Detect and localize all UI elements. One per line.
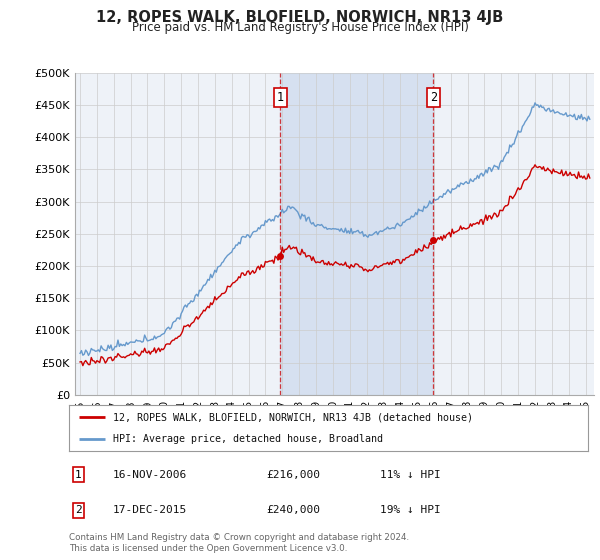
Text: 19% ↓ HPI: 19% ↓ HPI	[380, 505, 441, 515]
Text: 12, ROPES WALK, BLOFIELD, NORWICH, NR13 4JB (detached house): 12, ROPES WALK, BLOFIELD, NORWICH, NR13 …	[113, 412, 473, 422]
Text: 16-NOV-2006: 16-NOV-2006	[113, 470, 187, 480]
Text: £216,000: £216,000	[266, 470, 320, 480]
Text: Contains HM Land Registry data © Crown copyright and database right 2024.
This d: Contains HM Land Registry data © Crown c…	[69, 533, 409, 553]
Text: 17-DEC-2015: 17-DEC-2015	[113, 505, 187, 515]
Bar	[280, 73, 433, 395]
Text: 1: 1	[75, 470, 82, 480]
Text: 2: 2	[75, 505, 82, 515]
Text: 11% ↓ HPI: 11% ↓ HPI	[380, 470, 441, 480]
Text: 12, ROPES WALK, BLOFIELD, NORWICH, NR13 4JB: 12, ROPES WALK, BLOFIELD, NORWICH, NR13 …	[97, 10, 503, 25]
Text: 2: 2	[430, 91, 437, 104]
Text: Price paid vs. HM Land Registry's House Price Index (HPI): Price paid vs. HM Land Registry's House …	[131, 21, 469, 34]
Text: £240,000: £240,000	[266, 505, 320, 515]
Text: HPI: Average price, detached house, Broadland: HPI: Average price, detached house, Broa…	[113, 435, 383, 444]
Text: 1: 1	[277, 91, 284, 104]
